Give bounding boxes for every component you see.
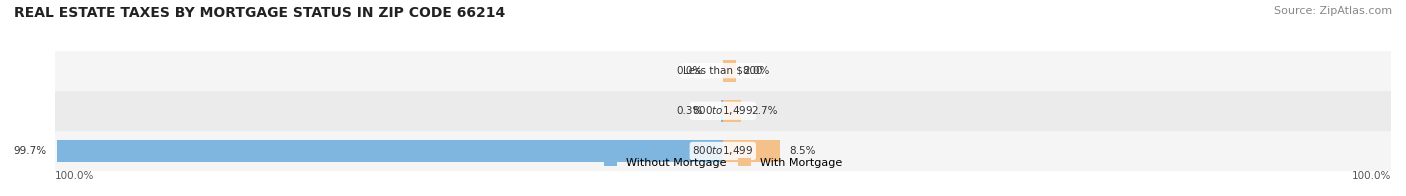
- Bar: [55, 91, 1391, 131]
- Text: REAL ESTATE TAXES BY MORTGAGE STATUS IN ZIP CODE 66214: REAL ESTATE TAXES BY MORTGAGE STATUS IN …: [14, 6, 505, 20]
- Bar: [55, 51, 1391, 91]
- Text: 99.7%: 99.7%: [14, 146, 46, 156]
- Text: 8.5%: 8.5%: [790, 146, 815, 156]
- Bar: [723, 140, 779, 162]
- Text: 2.7%: 2.7%: [751, 106, 778, 116]
- Bar: [721, 100, 723, 122]
- Bar: [55, 131, 1391, 171]
- Text: Source: ZipAtlas.com: Source: ZipAtlas.com: [1274, 6, 1392, 16]
- Bar: [723, 100, 741, 122]
- Text: 0.3%: 0.3%: [676, 106, 703, 116]
- Legend: Without Mortgage, With Mortgage: Without Mortgage, With Mortgage: [599, 153, 846, 172]
- Text: 0.0%: 0.0%: [676, 66, 703, 76]
- Bar: [723, 60, 737, 82]
- Text: Less than $800: Less than $800: [683, 66, 762, 76]
- Text: $800 to $1,499: $800 to $1,499: [692, 144, 754, 157]
- Bar: [56, 140, 723, 162]
- Text: 100.0%: 100.0%: [55, 171, 94, 181]
- Text: 100.0%: 100.0%: [1351, 171, 1391, 181]
- Text: 2.0%: 2.0%: [742, 66, 769, 76]
- Text: $800 to $1,499: $800 to $1,499: [692, 104, 754, 117]
